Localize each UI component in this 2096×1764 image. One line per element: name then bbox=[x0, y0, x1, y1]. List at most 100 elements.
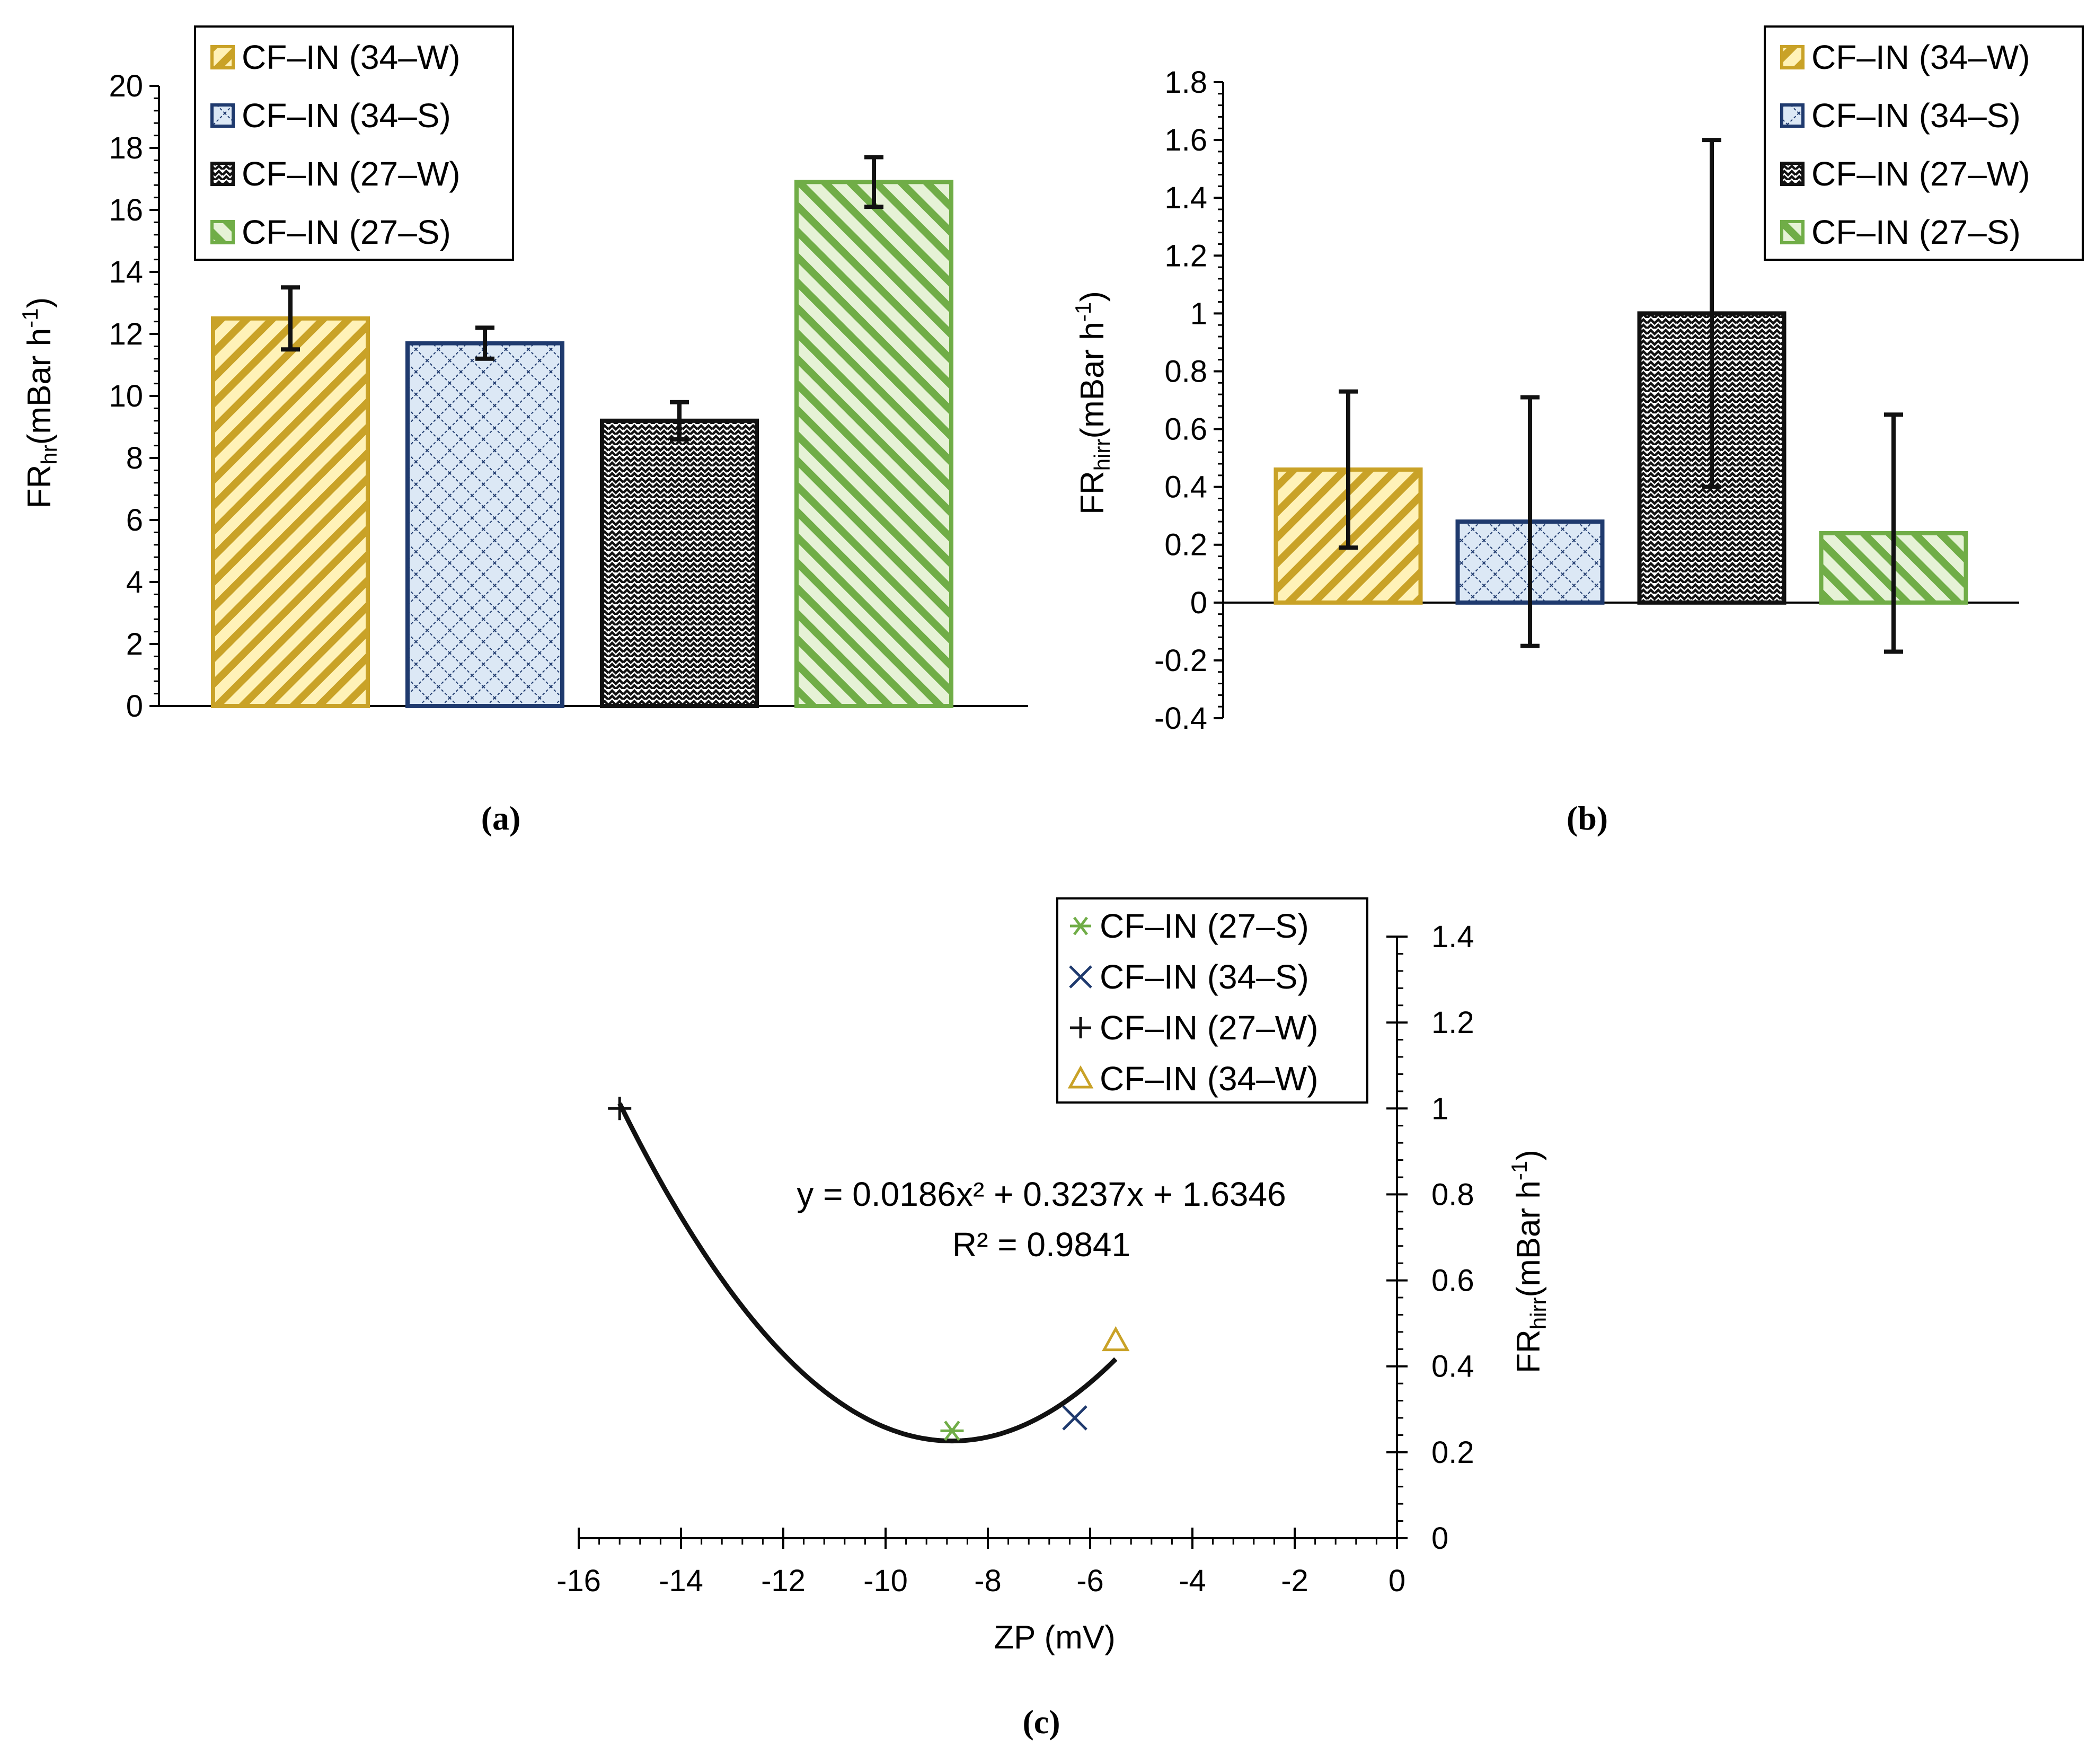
y-tick-label: 16 bbox=[109, 193, 143, 227]
ylabel-sub: hirr bbox=[1526, 1298, 1551, 1330]
panel-c-xlabel: ZP (mV) bbox=[994, 1619, 1116, 1656]
legend-label: CF–IN (34–S) bbox=[1100, 958, 1309, 996]
legend-label: CF–IN (27–S) bbox=[1100, 907, 1309, 945]
legend-swatch bbox=[210, 103, 235, 128]
ylabel-sub: hr bbox=[37, 445, 61, 464]
legend-swatch bbox=[210, 162, 235, 186]
legend-label: CF–IN (34–S) bbox=[1811, 96, 2021, 135]
y-tick-label: 0.8 bbox=[1164, 354, 1207, 389]
y-tick-label: -0.4 bbox=[1154, 701, 1207, 736]
marker-stroke bbox=[1102, 1326, 1130, 1352]
y-tick-label: 20 bbox=[109, 69, 143, 103]
chart-panel-b: -0.4 -0.2 0 0.2 0.4 0.6 0.8 1 1.2 1.4 1.6 1.8 FRhir… bbox=[1071, 25, 2084, 837]
y-tick-label: 0 bbox=[126, 689, 143, 724]
legend-label: CF–IN (27–W) bbox=[242, 155, 461, 193]
x-tick-label: -14 bbox=[659, 1564, 703, 1598]
chart-panel-a: 0 2 4 6 8 10 12 14 16 18 20 FRhr(mBar h-1) CF–IN (… bbox=[17, 25, 1028, 837]
y-tick-label: 1.2 bbox=[1431, 1006, 1474, 1040]
marker-stroke bbox=[1062, 1405, 1087, 1431]
chart-panel-c: -16 -14 -12 -10 -8 -6 -4 -2 00 0.2 0.4 0.6 0.8 1 1.2 1.… bbox=[556, 897, 1551, 1741]
legend-swatch bbox=[1780, 220, 1805, 244]
x-tick-label: -16 bbox=[556, 1564, 601, 1598]
legend-label: CF–IN (34–W) bbox=[1100, 1060, 1319, 1098]
triangle-marker bbox=[1102, 1326, 1130, 1352]
panel-b-bars bbox=[1273, 138, 1968, 654]
bar bbox=[794, 180, 953, 709]
ylabel-close: ) bbox=[1510, 1150, 1547, 1161]
x-marker bbox=[1069, 965, 1092, 989]
y-tick-label: 2 bbox=[126, 627, 143, 661]
y-tick-label: 1 bbox=[1190, 296, 1207, 331]
x-tick-label: -8 bbox=[974, 1564, 1002, 1598]
y-tick-label: 1 bbox=[1431, 1091, 1448, 1126]
bar bbox=[600, 418, 759, 708]
panel-a-ylabel: FRhr(mBar h-1) bbox=[17, 297, 61, 509]
marker-stroke bbox=[1073, 916, 1088, 936]
ylabel-unit: (mBar h bbox=[21, 328, 58, 445]
x-tick-label: -4 bbox=[1179, 1564, 1206, 1598]
legend-swatch bbox=[1780, 162, 1805, 186]
panel-a-legend: CF–IN (34–W) CF–IN (34–S) CF–IN (27–W) CF–I… bbox=[194, 25, 514, 261]
trendline bbox=[617, 1102, 1118, 1444]
ylabel-close: ) bbox=[1074, 291, 1111, 302]
legend-label: CF–IN (34–S) bbox=[242, 96, 451, 135]
panel-c-points bbox=[608, 1097, 1130, 1441]
legend-box bbox=[194, 25, 514, 261]
y-tick-label: -0.2 bbox=[1154, 643, 1207, 678]
ylabel-sup: -1 bbox=[17, 308, 42, 328]
x-tick-label: 0 bbox=[1389, 1564, 1405, 1598]
legend-swatch bbox=[1780, 103, 1805, 128]
panel-a-label: (a) bbox=[481, 799, 521, 837]
y-tick-label: 18 bbox=[109, 131, 143, 165]
y-tick-label: 6 bbox=[126, 503, 143, 537]
legend-swatch bbox=[1780, 45, 1805, 69]
y-tick-label: 0 bbox=[1190, 586, 1207, 620]
ylabel-main: FR bbox=[1510, 1329, 1547, 1373]
marker-stroke bbox=[1069, 965, 1092, 989]
legend-label: CF–IN (27–W) bbox=[1100, 1009, 1319, 1047]
y-tick-label: 8 bbox=[126, 441, 143, 475]
asterisk-marker bbox=[940, 1421, 964, 1441]
y-tick-label: 1.8 bbox=[1164, 65, 1207, 100]
panel-b-tick-labels: -0.4 -0.2 0 0.2 0.4 0.6 0.8 1 1.2 1.4 1.6 1.8 bbox=[1154, 65, 1207, 736]
ylabel-close: ) bbox=[21, 297, 58, 308]
panel-c-tick-labels: -16 -14 -12 -10 -8 -6 -4 -2 00 0.2 0.4 0.6 0.8 1 1.2 1.… bbox=[556, 920, 1474, 1598]
y-tick-label: 14 bbox=[109, 255, 143, 289]
panel-c-label: (c) bbox=[1022, 1703, 1060, 1741]
panel-a-tick-labels: 0 2 4 6 8 10 12 14 16 18 20 bbox=[109, 69, 143, 724]
panel-b-label: (b) bbox=[1567, 799, 1608, 837]
y-tick-label: 12 bbox=[109, 317, 143, 351]
y-tick-label: 1.4 bbox=[1431, 920, 1474, 954]
legend-swatch bbox=[210, 220, 235, 244]
ylabel-sup: -1 bbox=[1071, 302, 1095, 322]
y-tick-label: 0.2 bbox=[1164, 528, 1207, 562]
marker-stroke bbox=[1067, 1065, 1094, 1089]
y-tick-label: 10 bbox=[109, 379, 143, 413]
y-tick-label: 0.4 bbox=[1431, 1350, 1474, 1384]
panel-c-ylabel: FRhirr(mBar h-1) bbox=[1507, 1150, 1551, 1373]
legend-label: CF–IN (27–S) bbox=[242, 213, 451, 251]
legend-label: CF–IN (27–W) bbox=[1811, 155, 2030, 193]
trendline-r2: R² = 0.9841 bbox=[952, 1225, 1130, 1264]
marker-stroke bbox=[944, 1421, 960, 1441]
x-tick-label: -10 bbox=[863, 1564, 908, 1598]
panel-b-ylabel: FRhirr(mBar h-1) bbox=[1071, 291, 1115, 515]
legend-swatch bbox=[210, 45, 235, 69]
y-tick-label: 0.2 bbox=[1431, 1435, 1474, 1470]
x-tick-label: -12 bbox=[761, 1564, 806, 1598]
x-tick-label: -6 bbox=[1076, 1564, 1104, 1598]
triangle-marker bbox=[1067, 1065, 1094, 1089]
ylabel-sub: hirr bbox=[1090, 439, 1115, 471]
ylabel-unit: (mBar h bbox=[1510, 1180, 1547, 1297]
x-tick-label: -2 bbox=[1281, 1564, 1308, 1598]
y-tick-label: 1.2 bbox=[1164, 239, 1207, 273]
panel-c-axes bbox=[578, 936, 1408, 1549]
y-tick-label: 1.4 bbox=[1164, 181, 1207, 215]
legend-label: CF–IN (34–W) bbox=[1811, 38, 2030, 76]
ylabel-unit: (mBar h bbox=[1074, 322, 1111, 438]
x-marker bbox=[1062, 1405, 1087, 1431]
bar bbox=[211, 316, 370, 708]
panel-a-bars bbox=[211, 155, 953, 709]
y-tick-label: 0.6 bbox=[1431, 1264, 1474, 1298]
